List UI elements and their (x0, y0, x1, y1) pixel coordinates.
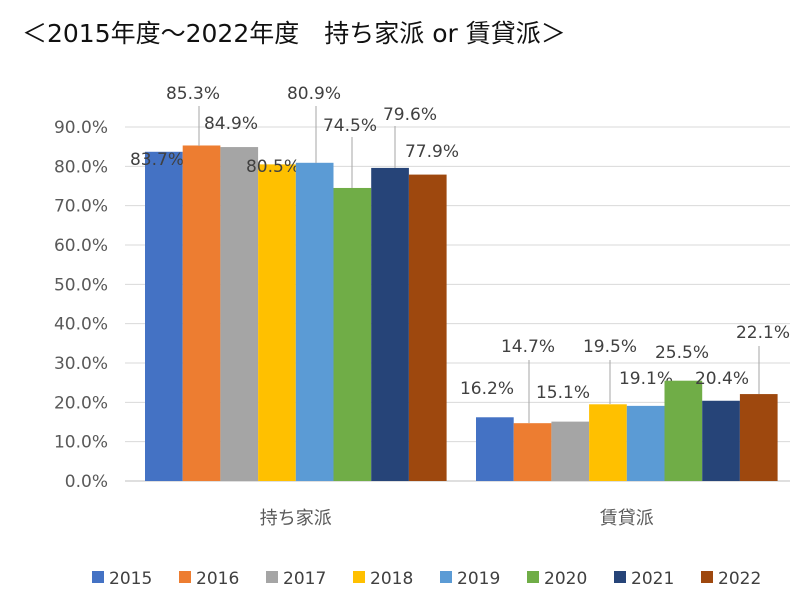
legend-swatch-2020 (527, 571, 539, 583)
bar-2019-1 (626, 405, 665, 481)
data-label: 77.9% (405, 142, 459, 162)
data-label: 74.5% (323, 116, 377, 136)
y-tick-label: 70.0% (54, 197, 108, 217)
bar-2022-1 (739, 394, 778, 481)
legend-swatch-2022 (701, 571, 713, 583)
legend-label-2021: 2021 (631, 569, 674, 589)
data-label: 19.1% (619, 369, 673, 389)
data-label: 15.1% (536, 383, 590, 403)
data-label: 85.3% (166, 84, 220, 104)
legend-label-2016: 2016 (196, 569, 239, 589)
bar-2015-1 (476, 417, 514, 481)
data-label: 16.2% (460, 379, 514, 399)
data-label: 22.1% (736, 323, 790, 343)
data-label: 79.6% (383, 105, 437, 125)
data-label: 25.5% (655, 343, 709, 363)
data-label: 80.5% (246, 157, 300, 177)
bar-2018-1 (589, 404, 627, 481)
legend-label-2019: 2019 (457, 569, 500, 589)
y-tick-label: 60.0% (54, 236, 108, 256)
bar-2021-1 (702, 400, 740, 481)
legend-swatch-2018 (353, 571, 365, 583)
bar-2016-1 (513, 423, 552, 481)
legend-label-2015: 2015 (109, 569, 152, 589)
y-tick-label: 90.0% (54, 118, 108, 138)
x-category-label: 賃貸派 (600, 508, 654, 529)
y-tick-label: 10.0% (54, 433, 108, 453)
data-label: 84.9% (204, 114, 258, 134)
data-label: 19.5% (583, 337, 637, 357)
data-label: 80.9% (287, 84, 341, 104)
y-tick-label: 50.0% (54, 275, 108, 295)
legend-label-2018: 2018 (370, 569, 413, 589)
x-category-label: 持ち家派 (260, 508, 332, 529)
y-tick-label: 80.0% (54, 157, 108, 177)
bar-2019-0 (295, 162, 334, 481)
bar-2021-0 (371, 167, 409, 481)
legend-swatch-2017 (266, 571, 278, 583)
bar-2016-0 (182, 145, 221, 481)
bar-2017-1 (551, 421, 590, 481)
bar-2015-0 (145, 151, 183, 481)
data-label: 14.7% (501, 337, 555, 357)
legend-swatch-2015 (92, 571, 104, 583)
bar-2020-0 (333, 187, 372, 481)
bar-2022-0 (408, 174, 447, 482)
data-label: 83.7% (130, 150, 184, 170)
legend-swatch-2016 (179, 571, 191, 583)
data-label: 20.4% (695, 369, 749, 389)
y-tick-label: 0.0% (65, 472, 108, 492)
legend-swatch-2019 (440, 571, 452, 583)
y-tick-label: 30.0% (54, 354, 108, 374)
bar-2017-0 (220, 147, 259, 481)
legend-label-2017: 2017 (283, 569, 326, 589)
y-tick-label: 40.0% (54, 315, 108, 335)
y-tick-label: 20.0% (54, 393, 108, 413)
legend-label-2020: 2020 (544, 569, 587, 589)
chart-title: ＜2015年度～2022年度 持ち家派 or 賃貸派＞ (22, 19, 566, 48)
bar-2018-0 (258, 164, 296, 481)
legend-swatch-2021 (614, 571, 626, 583)
legend-label-2022: 2022 (718, 569, 761, 589)
bar-2020-1 (664, 380, 703, 481)
